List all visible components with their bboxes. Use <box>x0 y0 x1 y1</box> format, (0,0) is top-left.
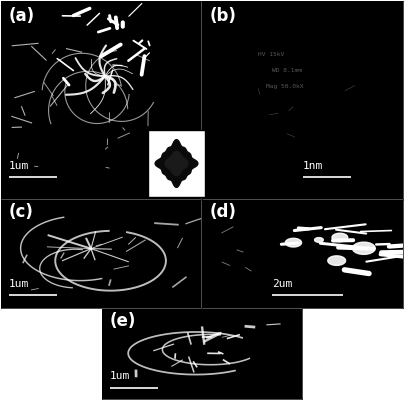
Polygon shape <box>315 238 323 242</box>
Polygon shape <box>328 256 346 266</box>
Text: 1um: 1um <box>110 371 130 381</box>
Text: (a): (a) <box>9 7 35 25</box>
Text: Mag 50.0kX: Mag 50.0kX <box>266 84 304 89</box>
Text: (b): (b) <box>210 7 237 25</box>
Polygon shape <box>155 140 198 187</box>
Polygon shape <box>165 152 188 176</box>
Text: 2um: 2um <box>272 278 292 288</box>
Polygon shape <box>285 238 302 247</box>
Polygon shape <box>353 242 375 254</box>
Text: 1um: 1um <box>9 278 29 288</box>
Text: HV 15kV: HV 15kV <box>258 52 284 58</box>
Text: 1nm: 1nm <box>303 161 323 171</box>
Polygon shape <box>332 233 348 242</box>
Text: WD 8.1mm: WD 8.1mm <box>272 68 302 73</box>
Text: (e): (e) <box>110 312 137 330</box>
Text: 1um: 1um <box>9 161 29 171</box>
Text: (c): (c) <box>9 203 34 221</box>
Text: (d): (d) <box>210 203 237 221</box>
